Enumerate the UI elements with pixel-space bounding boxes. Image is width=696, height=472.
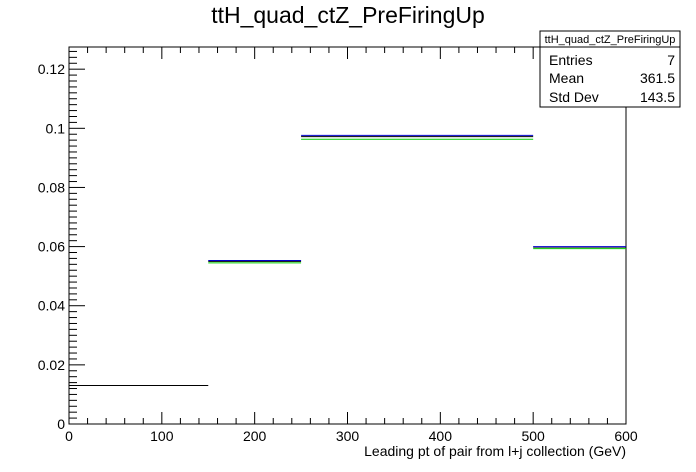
x-axis-tick-labels: 0 100 200 300 400 500 600 [65,428,638,444]
y-tick-label: 0.04 [38,298,65,314]
y-axis-ticks [69,50,85,425]
y-tick-label: 0.1 [46,120,66,136]
stats-entries-label: Entries [549,52,593,68]
y-tick-label: 0.12 [38,61,65,77]
x-tick-label: 0 [65,428,73,444]
histogram-series [69,134,626,387]
y-axis-tick-labels: 0 0.02 0.04 0.06 0.08 0.1 0.12 [38,61,65,432]
y-tick-label: 0.02 [38,357,65,373]
stats-box: ttH_quad_ctZ_PreFiringUp Entries 7 Mean … [539,30,681,108]
stats-entries-value: 7 [667,52,675,68]
x-axis-label: Leading pt of pair from l+j collection (… [364,443,626,459]
x-tick-label: 200 [243,428,267,444]
stats-stddev-value: 143.5 [640,89,675,105]
x-tick-label: 100 [150,428,174,444]
y-tick-label: 0.08 [38,179,65,195]
stats-stddev-label: Std Dev [549,89,599,105]
x-tick-label: 400 [429,428,453,444]
x-tick-label: 500 [521,428,545,444]
y-tick-label: 0 [57,416,65,432]
x-axis-ticks [68,47,627,424]
stats-box-frame [539,30,681,108]
y-tick-label: 0.06 [38,239,65,255]
chart-title: ttH_quad_ctZ_PreFiringUp [211,2,485,28]
stats-mean-label: Mean [549,70,584,86]
stats-box-title: ttH_quad_ctZ_PreFiringUp [545,34,676,46]
x-tick-label: 600 [614,428,638,444]
stats-mean-value: 361.5 [640,70,675,86]
x-tick-label: 300 [336,428,360,444]
